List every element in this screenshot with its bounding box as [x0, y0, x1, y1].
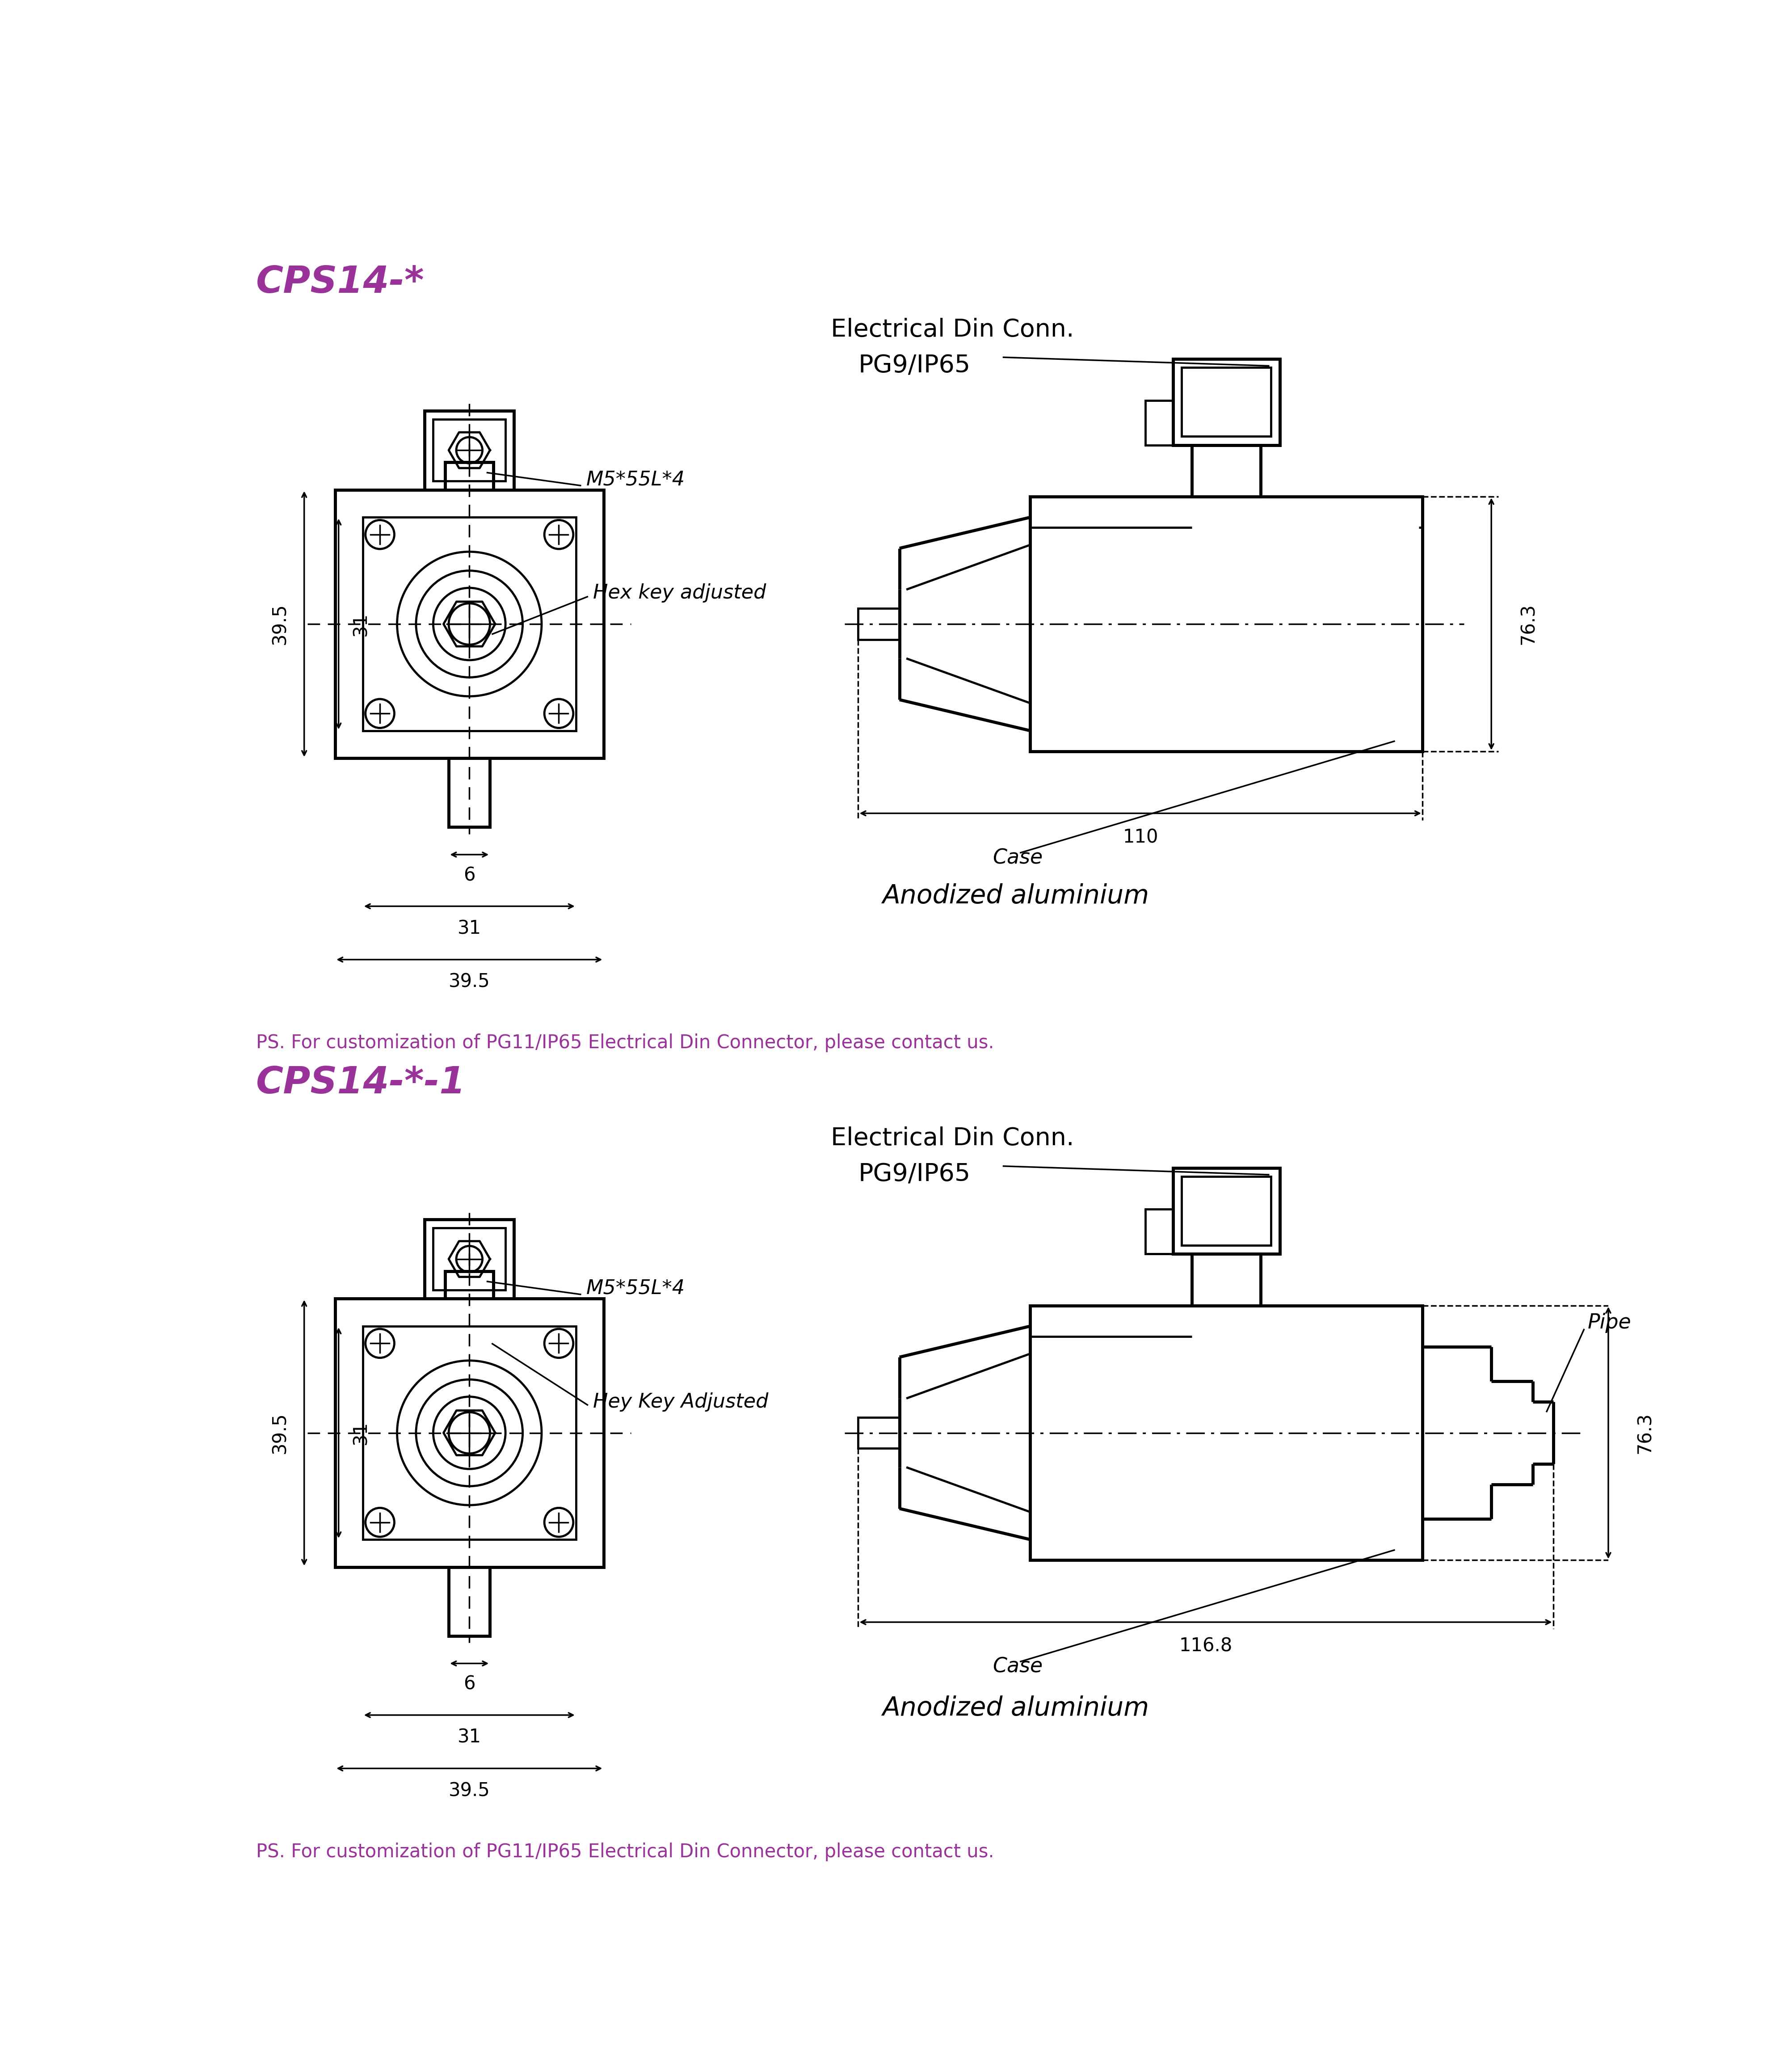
- Bar: [1192, 446, 1262, 497]
- Text: Anodized aluminium: Anodized aluminium: [882, 1695, 1149, 1722]
- Text: 76.3: 76.3: [1636, 1413, 1654, 1454]
- Bar: [434, 419, 505, 481]
- Text: Anodized aluminium: Anodized aluminium: [882, 883, 1149, 908]
- Bar: [444, 462, 493, 489]
- Text: Hex key adjusted: Hex key adjusted: [593, 583, 767, 603]
- Text: PG9/IP65: PG9/IP65: [858, 354, 971, 378]
- Text: 39.5: 39.5: [271, 1413, 290, 1454]
- Bar: [858, 609, 900, 640]
- Bar: [1145, 1209, 1174, 1254]
- Text: 39.5: 39.5: [448, 1781, 489, 1800]
- Bar: [1181, 368, 1271, 436]
- Bar: [448, 1566, 489, 1636]
- Bar: [1145, 401, 1174, 446]
- Bar: [1174, 1168, 1279, 1254]
- Text: 76.3: 76.3: [1520, 603, 1538, 644]
- Text: 31: 31: [351, 1421, 371, 1444]
- Text: Pipe: Pipe: [1588, 1313, 1631, 1333]
- Bar: [362, 517, 575, 730]
- Text: CPS14-*-1: CPS14-*-1: [256, 1065, 466, 1100]
- Text: 116.8: 116.8: [1179, 1636, 1233, 1656]
- Text: PG9/IP65: PG9/IP65: [858, 1164, 971, 1186]
- Bar: [425, 1219, 514, 1299]
- Text: Electrical Din Conn.: Electrical Din Conn.: [831, 317, 1073, 342]
- Text: 39.5: 39.5: [448, 973, 489, 992]
- Bar: [1174, 360, 1279, 446]
- Bar: [444, 1272, 493, 1299]
- Bar: [362, 1325, 575, 1540]
- Text: Hey Key Adjusted: Hey Key Adjusted: [593, 1393, 769, 1411]
- Text: Case: Case: [993, 849, 1043, 869]
- Text: CPS14-*: CPS14-*: [256, 264, 425, 301]
- Text: 31: 31: [457, 1728, 482, 1746]
- Text: 39.5: 39.5: [271, 603, 290, 644]
- Bar: [1192, 1254, 1262, 1305]
- Bar: [335, 1299, 604, 1566]
- Text: PS. For customization of PG11/IP65 Electrical Din Connector, please contact us.: PS. For customization of PG11/IP65 Elect…: [256, 1843, 995, 1861]
- Text: 31: 31: [351, 611, 371, 636]
- Text: 31: 31: [457, 918, 482, 939]
- Bar: [425, 411, 514, 489]
- Text: 110: 110: [1122, 828, 1158, 847]
- Text: 6: 6: [464, 1675, 475, 1693]
- Bar: [1030, 1305, 1423, 1560]
- Bar: [448, 759, 489, 826]
- Bar: [1181, 1176, 1271, 1245]
- Text: M5*55L*4: M5*55L*4: [586, 470, 685, 489]
- Bar: [858, 1417, 900, 1448]
- Text: Case: Case: [993, 1656, 1043, 1677]
- Text: M5*55L*4: M5*55L*4: [586, 1278, 685, 1299]
- Bar: [1030, 497, 1423, 751]
- Bar: [335, 489, 604, 759]
- Text: PS. For customization of PG11/IP65 Electrical Din Connector, please contact us.: PS. For customization of PG11/IP65 Elect…: [256, 1033, 995, 1053]
- Bar: [434, 1229, 505, 1290]
- Text: Electrical Din Conn.: Electrical Din Conn.: [831, 1127, 1073, 1151]
- Text: 6: 6: [464, 865, 475, 885]
